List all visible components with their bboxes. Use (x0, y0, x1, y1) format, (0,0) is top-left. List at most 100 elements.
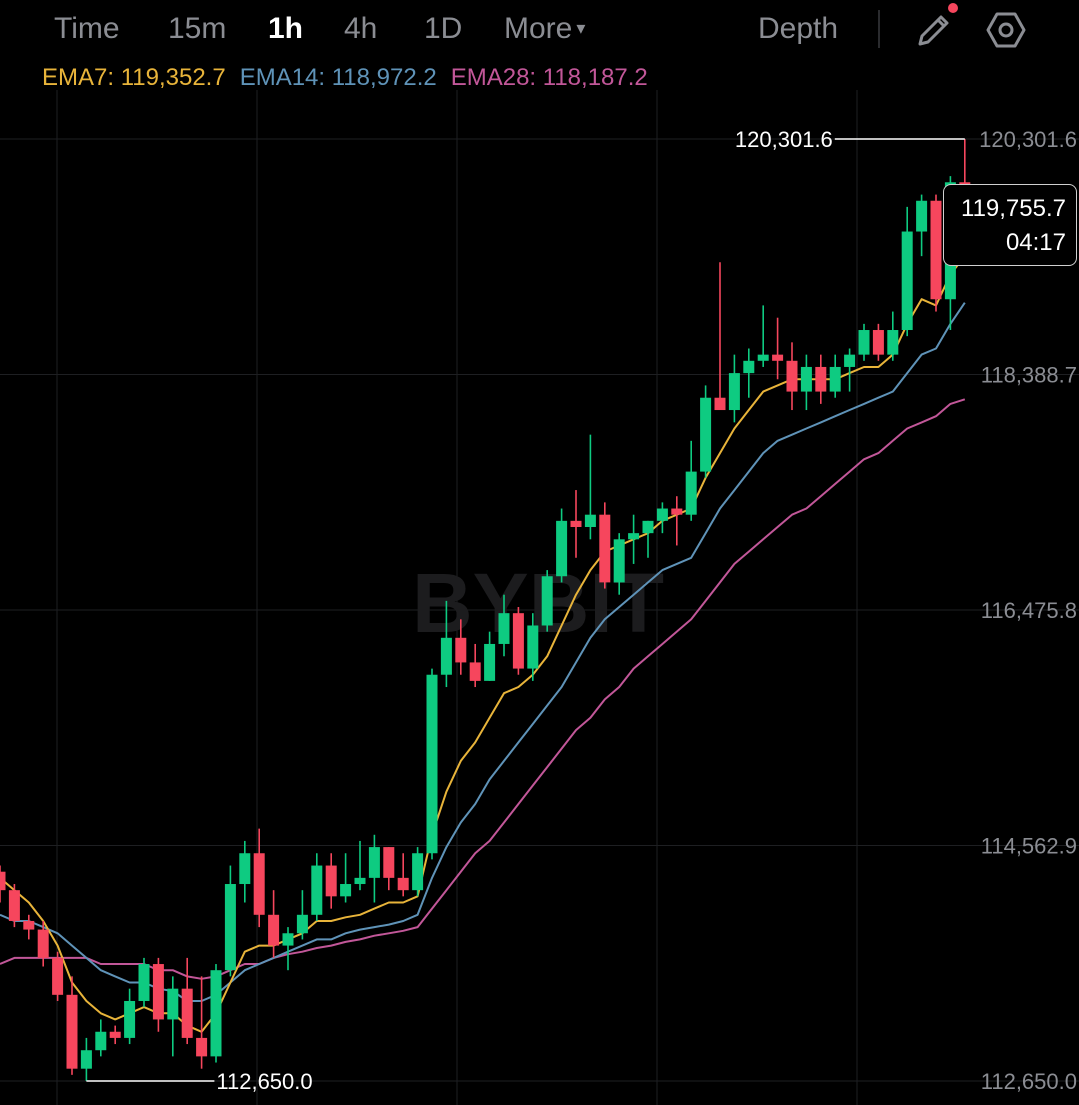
candle-15 (210, 964, 222, 1063)
candle-25 (354, 840, 366, 891)
candle-60 (858, 323, 870, 361)
timeframe-15m[interactable]: 15m (168, 12, 227, 45)
depth-tab[interactable]: Depth (758, 12, 839, 45)
candle-19 (268, 890, 280, 958)
candle-45 (642, 520, 654, 558)
candle-39 (556, 508, 568, 583)
candle-body (383, 847, 395, 878)
candle-10 (138, 957, 150, 1008)
candle-7 (95, 1019, 107, 1057)
candle-body (239, 853, 251, 885)
candle-body (613, 539, 625, 583)
candle-body (527, 625, 539, 669)
candle-body (181, 988, 193, 1038)
candle-body (340, 884, 352, 897)
candle-9 (124, 988, 136, 1045)
candle-30 (426, 668, 438, 860)
candle-body (66, 994, 78, 1069)
timeframe-1h[interactable]: 1h (268, 12, 304, 45)
candle-33 (469, 643, 481, 688)
timeframe-more[interactable]: More ▾ (504, 12, 585, 46)
ema28-label: EMA28: 118,187.2 (450, 64, 648, 91)
candle-body (210, 970, 222, 1057)
candle-body (872, 330, 884, 355)
candle-body (858, 330, 870, 355)
candle-1 (8, 884, 20, 928)
candle-8 (109, 1025, 121, 1045)
timeframe-1d[interactable]: 1D (424, 12, 463, 45)
candle-body (772, 354, 784, 361)
candle-37 (527, 613, 539, 681)
candle-65 (930, 194, 942, 312)
candle-52 (743, 348, 755, 398)
candle-17 (239, 840, 251, 903)
candle-body (584, 514, 596, 527)
pencil-icon[interactable] (912, 8, 956, 52)
candle-body (671, 508, 683, 515)
price-axis-label-4: 112,650.0 (981, 1069, 1077, 1094)
candle-body (685, 471, 697, 515)
candle-body (829, 366, 841, 392)
toolbar-divider (878, 10, 880, 48)
candle-5 (66, 976, 78, 1075)
ema7-label: EMA7: 119,352.7 (42, 64, 226, 91)
candle-40 (570, 490, 582, 558)
candle-body (412, 853, 424, 891)
high-marker-label: 120,301.6 (735, 127, 833, 152)
candle-body (282, 933, 294, 946)
more-label: More (504, 12, 573, 45)
candle-body (440, 637, 452, 675)
candle-48 (685, 440, 697, 521)
candle-53 (757, 305, 769, 367)
candle-body (844, 354, 856, 367)
candle-body (498, 613, 510, 644)
candle-6 (80, 1037, 92, 1081)
candle-body (52, 957, 64, 995)
candle-body (800, 366, 812, 392)
candle-body (124, 1000, 136, 1038)
candle-11 (152, 957, 164, 1032)
candle-body (167, 988, 179, 1020)
candle-body (714, 397, 726, 411)
chevron-down-icon: ▾ (576, 18, 586, 38)
candle-body (37, 929, 49, 958)
candle-32 (455, 619, 467, 675)
candle-55 (786, 342, 798, 411)
candle-26 (368, 834, 380, 903)
current-price: 119,755.7 (961, 195, 1066, 222)
candle-24 (340, 853, 352, 903)
candle-body (325, 865, 337, 897)
candle-44 (628, 514, 640, 564)
timeframe-time[interactable]: Time (54, 12, 120, 45)
candle-4 (52, 951, 64, 1001)
candle-body (556, 520, 568, 577)
candle-18 (253, 828, 265, 928)
candle-body (656, 508, 668, 521)
hexagon-gear-icon[interactable] (984, 8, 1028, 52)
candle-body (512, 613, 524, 669)
ema14-label: EMA14: 118,972.2 (239, 64, 437, 91)
candle-42 (599, 502, 611, 589)
candle-body (815, 366, 827, 392)
timeframe-4h[interactable]: 4h (344, 12, 378, 45)
candle-35 (498, 594, 510, 657)
candle-body (455, 637, 467, 663)
candle-63 (901, 206, 913, 337)
candle-46 (656, 502, 668, 534)
candle-body (901, 231, 913, 331)
low-marker-label: 112,650.0 (216, 1069, 312, 1094)
candle-21 (296, 890, 308, 940)
candle-body (296, 914, 308, 934)
candle-body (0, 871, 6, 891)
candle-36 (512, 607, 524, 675)
candle-body (23, 920, 35, 930)
candle-body (728, 373, 740, 411)
candle-62 (887, 311, 899, 361)
candle-body (642, 520, 654, 534)
candle-body (397, 877, 409, 891)
candle-body (700, 397, 712, 472)
price-axis-label-1: 118,388.7 (981, 363, 1077, 388)
candle-22 (311, 853, 323, 921)
candle-23 (325, 853, 337, 909)
